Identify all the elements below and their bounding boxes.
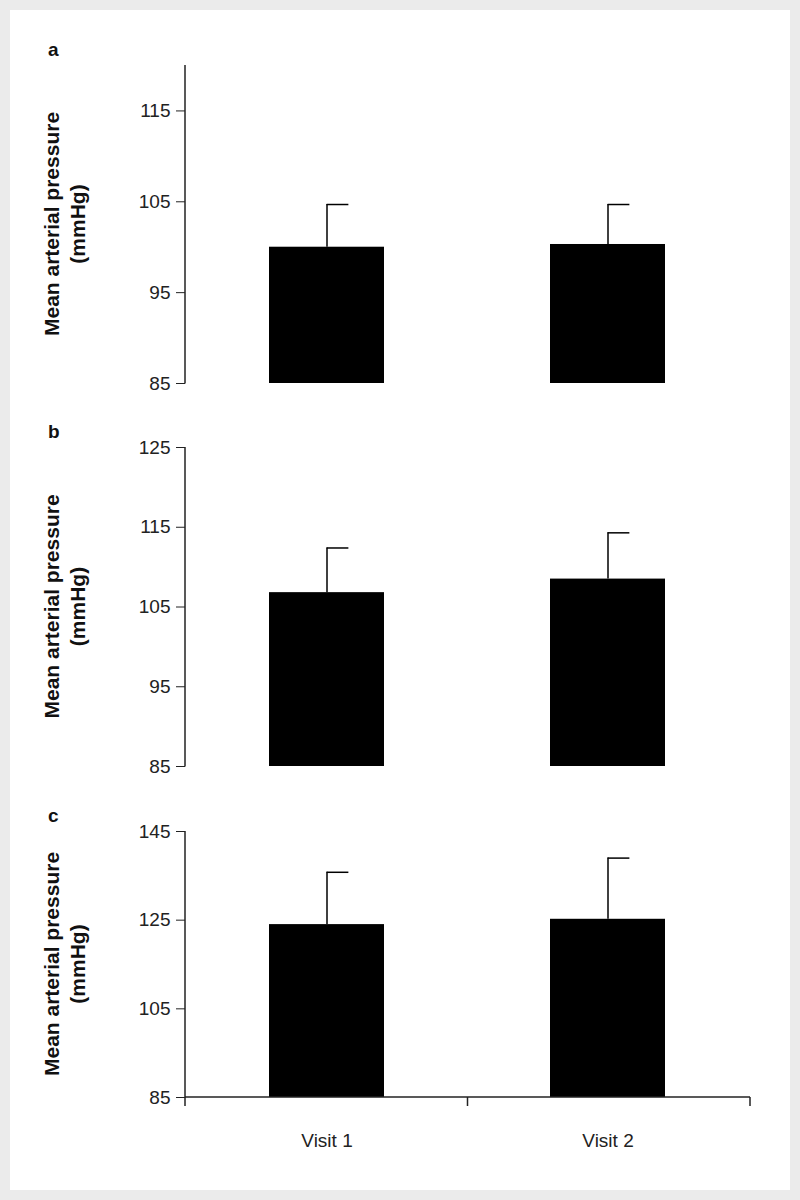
svg-text:85: 85 xyxy=(149,756,170,777)
svg-text:105: 105 xyxy=(139,596,171,617)
svg-text:95: 95 xyxy=(149,282,170,303)
svg-text:125: 125 xyxy=(139,437,171,458)
svg-text:125: 125 xyxy=(139,909,171,930)
svg-text:Mean arterial pressure(mmHg): Mean arterial pressure(mmHg) xyxy=(40,494,88,718)
svg-text:115: 115 xyxy=(140,516,170,537)
svg-text:Visit 2: Visit 2 xyxy=(582,1130,633,1151)
svg-text:105: 105 xyxy=(139,191,171,212)
html-text:b: b xyxy=(48,421,60,442)
svg-text:115: 115 xyxy=(140,100,170,121)
svg-text:Mean arterial pressure(mmHg): Mean arterial pressure(mmHg) xyxy=(40,852,88,1076)
svg-text:105: 105 xyxy=(139,998,171,1019)
svg-text:Visit 1: Visit 1 xyxy=(301,1130,352,1151)
svg-text:Mean arterial pressure(mmHg): Mean arterial pressure(mmHg) xyxy=(40,112,88,336)
svg-text:85: 85 xyxy=(149,1087,170,1108)
svg-text:95: 95 xyxy=(149,676,170,697)
html-text:c: c xyxy=(48,805,59,826)
svg-text:85: 85 xyxy=(149,373,170,394)
svg-text:145: 145 xyxy=(139,821,171,842)
html-text:a: a xyxy=(48,39,59,60)
